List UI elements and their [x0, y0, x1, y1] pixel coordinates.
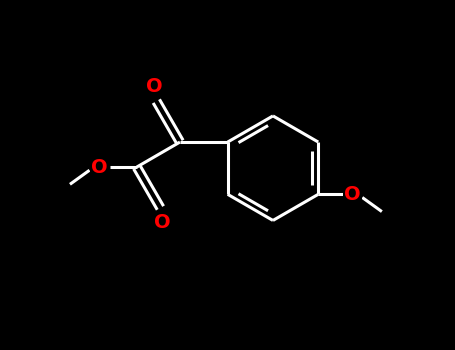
Text: O: O [344, 185, 361, 204]
Text: O: O [91, 158, 108, 176]
Text: O: O [146, 77, 162, 96]
Text: O: O [154, 214, 171, 232]
